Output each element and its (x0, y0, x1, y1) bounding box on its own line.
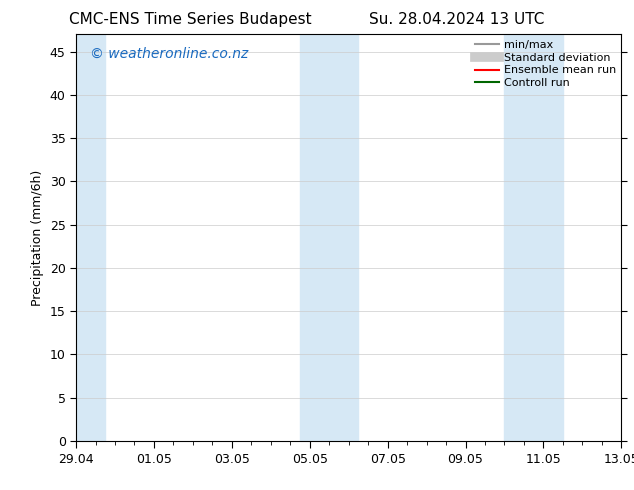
Text: © weatheronline.co.nz: © weatheronline.co.nz (90, 47, 248, 60)
Bar (300, 34, 358, 441)
Y-axis label: Precipitation (mm/6h): Precipitation (mm/6h) (31, 170, 44, 306)
Text: CMC-ENS Time Series Budapest: CMC-ENS Time Series Budapest (69, 12, 311, 27)
Bar (505, 34, 563, 441)
Legend: min/max, Standard deviation, Ensemble mean run, Controll run: min/max, Standard deviation, Ensemble me… (472, 38, 618, 91)
Text: Su. 28.04.2024 13 UTC: Su. 28.04.2024 13 UTC (369, 12, 544, 27)
Bar (76, 34, 105, 441)
